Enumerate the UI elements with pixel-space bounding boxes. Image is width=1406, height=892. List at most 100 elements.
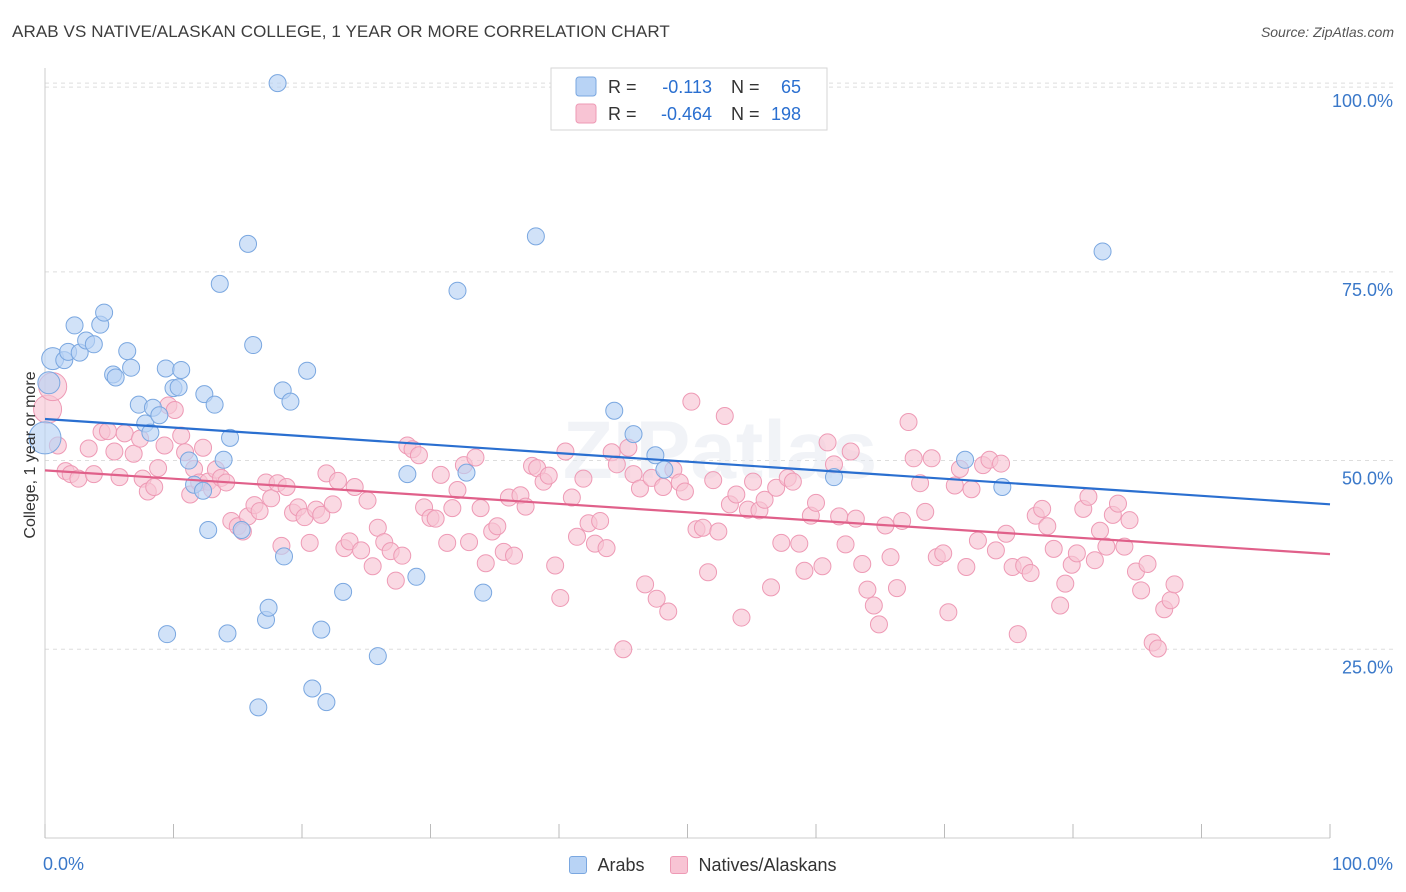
point-native	[899, 413, 918, 432]
point-arab	[298, 361, 317, 380]
legend-swatch-natives	[670, 856, 689, 874]
point-native	[715, 407, 734, 426]
point-native	[636, 575, 655, 594]
legend-r-value-pink: -0.464	[661, 104, 712, 124]
point-native	[807, 493, 825, 512]
point-arab	[448, 281, 467, 300]
legend-n-value-pink: 198	[771, 104, 801, 124]
point-native	[682, 392, 701, 411]
series-arabs	[28, 74, 1112, 717]
point-arab	[956, 450, 975, 469]
point-arab	[172, 360, 191, 379]
legend-n-label-blue: N =	[731, 77, 760, 97]
legend-r-label-blue: R =	[608, 77, 637, 97]
legend-label-natives: Natives/Alaskans	[698, 854, 837, 875]
point-native	[165, 400, 184, 419]
point-native	[727, 485, 746, 504]
point-native	[1021, 564, 1040, 583]
point-native	[1085, 551, 1104, 570]
y-tick-label: 100.0%	[1332, 91, 1393, 111]
point-native	[1138, 554, 1157, 573]
point-native	[471, 499, 490, 518]
legend-item-arabs: Arabs	[569, 855, 644, 876]
point-native	[124, 444, 143, 463]
x-tick-label-start: 0.0%	[43, 854, 84, 874]
point-arab	[244, 336, 263, 355]
source-label: Source: ZipAtlas.com	[1260, 24, 1394, 40]
point-native	[916, 502, 935, 521]
point-native	[957, 557, 976, 576]
point-native	[345, 477, 364, 496]
point-native	[262, 489, 281, 508]
point-native	[155, 436, 174, 455]
y-tick-label: 25.0%	[1342, 657, 1393, 677]
point-native	[323, 495, 342, 514]
point-arab	[194, 481, 213, 500]
legend-label-arabs: Arabs	[597, 854, 645, 875]
point-native	[426, 509, 445, 528]
point-arab	[624, 425, 643, 444]
point-native	[1044, 539, 1063, 558]
point-native	[675, 482, 694, 501]
point-native	[853, 554, 872, 573]
point-native	[172, 426, 191, 445]
y-tick-label: 50.0%	[1342, 469, 1393, 489]
point-native	[732, 608, 751, 627]
point-native	[466, 448, 485, 467]
point-arab	[407, 567, 426, 586]
point-native	[358, 491, 377, 510]
point-native	[790, 534, 809, 553]
point-native	[115, 424, 134, 443]
point-native	[1079, 487, 1098, 506]
point-native	[597, 539, 616, 558]
point-native	[539, 466, 558, 485]
legend-swatch-pink	[575, 103, 597, 124]
point-native	[546, 556, 565, 575]
point-native	[562, 488, 581, 507]
point-native	[939, 603, 958, 622]
legend-swatch-blue	[575, 76, 597, 97]
legend-r-value-blue: -0.113	[662, 77, 712, 97]
point-native	[887, 579, 906, 598]
point-native	[448, 480, 467, 499]
point-native	[250, 502, 269, 521]
point-native	[755, 490, 774, 509]
point-arab	[169, 378, 188, 397]
point-arab	[824, 468, 843, 487]
point-native	[443, 499, 462, 518]
point-native	[352, 541, 371, 560]
legend-r-label-pink: R =	[608, 104, 637, 124]
point-arab	[398, 465, 417, 484]
point-native	[1148, 639, 1167, 658]
point-arab	[312, 620, 331, 639]
legend-item-natives: Natives/Alaskans	[670, 854, 837, 876]
point-native	[149, 459, 168, 478]
point-native	[79, 439, 98, 458]
point-native	[1051, 596, 1070, 615]
point-native	[704, 471, 723, 490]
point-native	[1132, 581, 1151, 600]
point-native	[1090, 521, 1109, 540]
chart-title: ARAB VS NATIVE/ALASKAN COLLEGE, 1 YEAR O…	[12, 22, 670, 41]
point-arab	[334, 582, 353, 601]
point-native	[699, 563, 718, 582]
point-native	[841, 442, 860, 461]
point-native	[607, 455, 626, 474]
point-native	[438, 533, 457, 552]
point-arab	[474, 583, 493, 602]
point-native	[934, 544, 953, 563]
trend-lines	[44, 417, 1331, 556]
point-native	[693, 518, 712, 537]
point-arab	[150, 406, 169, 425]
point-arab	[239, 234, 258, 253]
point-native	[574, 469, 593, 488]
y-tick-label: 75.0%	[1342, 280, 1393, 300]
point-arab	[303, 679, 322, 698]
point-native	[98, 422, 117, 441]
point-native	[300, 533, 319, 552]
point-native	[1120, 511, 1139, 530]
point-arab	[156, 359, 175, 378]
point-arab	[214, 450, 233, 469]
point-arab	[993, 477, 1012, 496]
